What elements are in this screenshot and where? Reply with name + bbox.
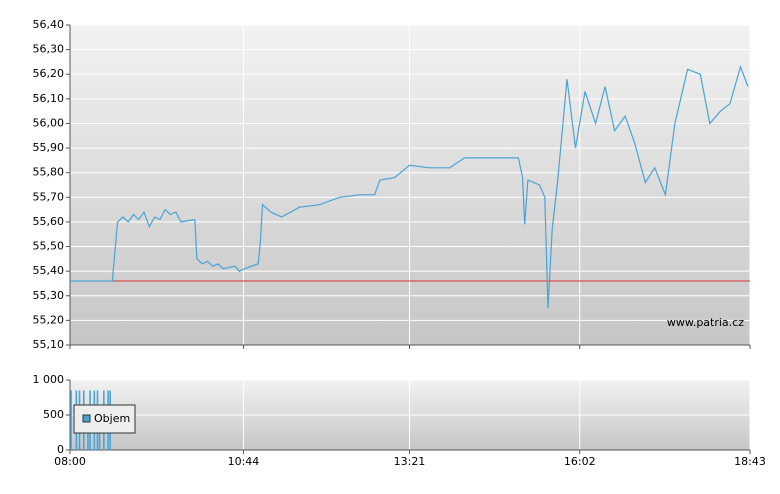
y-tick-label: 1 000 [33, 373, 65, 386]
y-tick-label: 55,80 [33, 166, 65, 179]
legend-box [73, 404, 136, 434]
y-tick-label: 0 [57, 443, 64, 456]
legend-label: Objem [94, 412, 130, 425]
legend: Objem [73, 404, 136, 434]
price-line [70, 64, 749, 309]
y-tick-label: 55,60 [33, 215, 65, 228]
x-tick-label: 16:02 [564, 455, 596, 468]
y-tick-label: 55,30 [33, 289, 65, 302]
y-tick-label: 55,50 [33, 240, 65, 253]
y-tick-label: 56,10 [33, 92, 65, 105]
legend-swatch [82, 414, 91, 423]
x-tick-label: 08:00 [54, 455, 86, 468]
plot-area [70, 25, 750, 345]
watermark: www.patria.cz [667, 316, 744, 329]
y-tick-label: 55,70 [33, 190, 65, 203]
x-tick-label: 13:21 [394, 455, 426, 468]
y-tick-label: 56,40 [33, 18, 65, 31]
y-tick-label: 55,20 [33, 313, 65, 326]
x-tick-label: 10:44 [228, 455, 260, 468]
y-tick-label: 56,00 [33, 116, 65, 129]
y-tick-label: 56,30 [33, 43, 65, 56]
volume-bar [70, 390, 72, 450]
y-tick-label: 500 [43, 408, 64, 421]
y-tick-label: 55,90 [33, 141, 65, 154]
x-tick-label: 18:43 [734, 455, 766, 468]
y-tick-label: 55,40 [33, 264, 65, 277]
y-tick-label: 55,10 [33, 338, 65, 351]
y-tick-label: 56,20 [33, 67, 65, 80]
